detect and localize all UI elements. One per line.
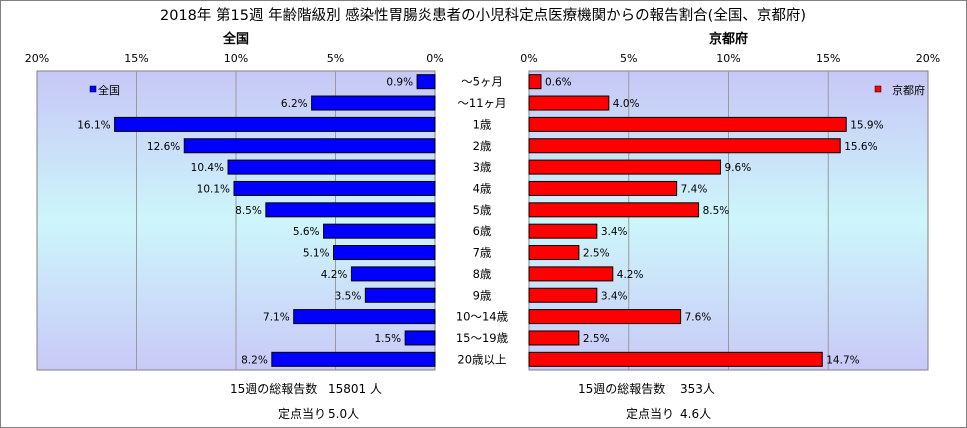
kyoto-data-label: 3.4% — [601, 226, 628, 238]
national-legend-swatch — [89, 85, 97, 93]
national-tick-label: 15% — [124, 52, 148, 65]
national-data-label: 3.5% — [335, 290, 362, 302]
category-label: ～11ヶ月 — [457, 96, 506, 110]
kyoto-legend-label: 京都府 — [892, 83, 925, 97]
kyoto-bar — [528, 159, 722, 175]
national-tick-label: 20% — [25, 52, 49, 65]
kyoto-bar — [528, 223, 598, 239]
national-tick-label: 5% — [327, 52, 344, 65]
kyoto-bar — [528, 266, 614, 282]
kyoto-data-label: 7.4% — [681, 183, 708, 195]
kyoto-bar — [528, 138, 841, 154]
kyoto-bar — [528, 180, 678, 196]
kyoto-data-label: 3.4% — [601, 290, 628, 302]
kyoto-data-label: 8.5% — [703, 205, 730, 217]
kyoto-per-site-label: 定点当り — [626, 406, 674, 421]
kyoto-data-label: 14.7% — [826, 354, 859, 366]
kyoto-data-label: 0.6% — [545, 77, 572, 89]
category-label: 20歳以上 — [457, 352, 506, 366]
national-data-label: 6.2% — [281, 98, 308, 110]
category-label: 2歳 — [473, 139, 492, 153]
national-bar — [271, 351, 436, 367]
kyoto-bar — [528, 287, 598, 303]
national-data-label: 8.5% — [235, 205, 262, 217]
kyoto-bar — [528, 351, 823, 367]
national-data-label: 12.6% — [147, 141, 180, 153]
national-bar — [233, 180, 436, 196]
category-label: 1歳 — [473, 117, 492, 131]
national-panel-title: 全国 — [222, 31, 249, 47]
national-bar — [227, 159, 436, 175]
kyoto-bar — [528, 309, 682, 325]
kyoto-tick-label: 15% — [816, 52, 840, 65]
national-tick-label: 10% — [224, 52, 248, 65]
kyoto-bar — [528, 74, 542, 90]
national-bar — [404, 330, 436, 346]
kyoto-tick-label: 0% — [520, 52, 537, 65]
kyoto-per-site-value: 4.6人 — [680, 407, 711, 421]
kyoto-bar — [528, 245, 580, 261]
kyoto-tick-label: 20% — [916, 52, 940, 65]
kyoto-bar — [528, 202, 700, 218]
category-label: 10～14歳 — [456, 310, 509, 324]
category-label: 4歳 — [473, 181, 492, 195]
kyoto-data-label: 2.5% — [583, 248, 610, 260]
kyoto-bar — [528, 95, 610, 111]
national-bar — [323, 223, 436, 239]
national-legend-label: 全国 — [98, 83, 120, 97]
kyoto-tick-label: 10% — [716, 52, 740, 65]
category-label: 15～19歳 — [456, 331, 509, 345]
national-data-label: 10.1% — [197, 183, 230, 195]
national-data-label: 7.1% — [263, 312, 290, 324]
national-tick-label: 0% — [426, 52, 443, 65]
category-label: 3歳 — [473, 160, 492, 174]
national-data-label: 10.4% — [191, 162, 224, 174]
national-bar — [293, 309, 436, 325]
national-data-label: 8.2% — [241, 354, 268, 366]
category-label: 8歳 — [473, 267, 492, 281]
category-label: 5歳 — [473, 203, 492, 217]
category-label: 6歳 — [473, 224, 492, 238]
kyoto-data-label: 7.6% — [685, 312, 712, 324]
national-bar — [183, 138, 436, 154]
national-bar — [350, 266, 436, 282]
category-label: 7歳 — [473, 246, 492, 260]
kyoto-total-value: 353人 — [680, 382, 715, 396]
kyoto-bar — [528, 330, 580, 346]
national-total-label: 15週の総報告数 — [230, 381, 317, 396]
national-data-label: 16.1% — [77, 119, 110, 131]
national-bar — [364, 287, 436, 303]
kyoto-data-label: 4.0% — [613, 98, 640, 110]
kyoto-data-label: 15.6% — [844, 141, 877, 153]
category-label: 9歳 — [473, 288, 492, 302]
national-total-value: 15801 人 — [328, 382, 382, 396]
category-label: ～5ヶ月 — [461, 75, 503, 89]
national-per-site-label: 定点当り — [278, 406, 326, 421]
national-bar — [311, 95, 436, 111]
national-per-site-value: 5.0人 — [328, 407, 359, 421]
kyoto-total-label: 15週の総報告数 — [578, 381, 665, 396]
kyoto-tick-label: 5% — [620, 52, 637, 65]
national-data-label: 0.9% — [386, 77, 413, 89]
national-bar — [333, 245, 436, 261]
kyoto-panel-title: 京都府 — [709, 31, 748, 47]
chart-title: 2018年 第15週 年齢階級別 感染性胃腸炎患者の小児科定点医療機関からの報告… — [160, 6, 806, 24]
national-bar — [416, 74, 436, 90]
kyoto-data-label: 4.2% — [617, 269, 644, 281]
national-bar — [265, 202, 436, 218]
national-bar — [114, 116, 436, 132]
national-data-label: 1.5% — [374, 333, 401, 345]
kyoto-bar — [528, 116, 847, 132]
kyoto-data-label: 2.5% — [583, 333, 610, 345]
kyoto-data-label: 15.9% — [850, 119, 883, 131]
kyoto-data-label: 9.6% — [725, 162, 752, 174]
national-data-label: 5.6% — [293, 226, 320, 238]
kyoto-legend-swatch — [874, 85, 882, 93]
national-data-label: 4.2% — [321, 269, 348, 281]
national-data-label: 5.1% — [303, 248, 330, 260]
